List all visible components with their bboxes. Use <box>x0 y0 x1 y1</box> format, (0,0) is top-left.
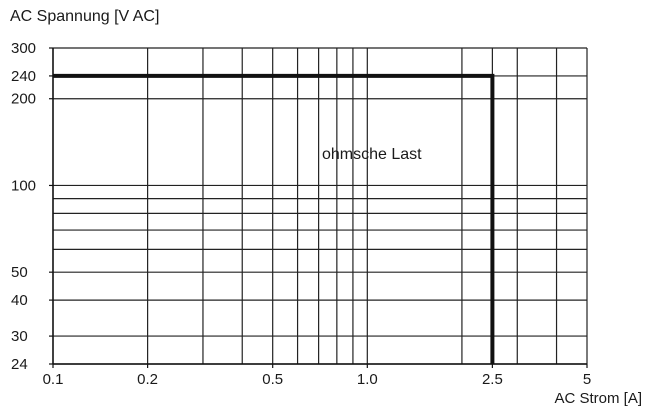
y-tick-label: 200 <box>11 91 36 108</box>
x-tick-label: 1.0 <box>357 371 378 388</box>
y-tick-label: 30 <box>11 328 28 345</box>
x-tick-label: 0.2 <box>137 371 158 388</box>
y-tick-label: 40 <box>11 292 28 309</box>
x-tick-label: 0.1 <box>43 371 64 388</box>
y-tick-label: 100 <box>11 177 36 194</box>
x-axis-title: AC Strom [A] <box>554 390 642 407</box>
x-tick-label: 5 <box>583 371 591 388</box>
series-line <box>53 73 495 364</box>
annotation-ohmsche-last: ohmsche Last <box>322 146 422 163</box>
y-tick-label: 24 <box>11 356 28 373</box>
x-tick-label: 2.5 <box>482 371 503 388</box>
y-axis-title: AC Spannung [V AC] <box>10 8 160 25</box>
y-tick-label: 50 <box>11 264 28 281</box>
x-tick-label: 0.5 <box>262 371 283 388</box>
y-tick-label: 300 <box>11 40 36 57</box>
y-tick-label: 240 <box>11 68 36 85</box>
